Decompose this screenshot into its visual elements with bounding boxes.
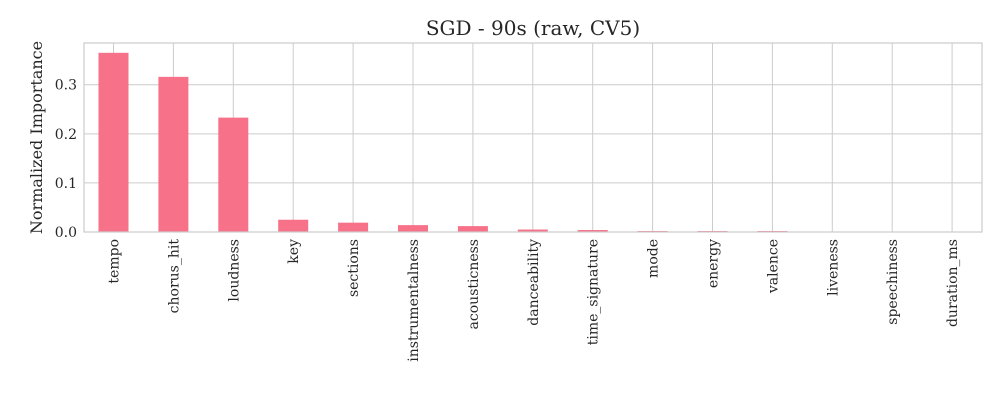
x-tick-label: liveness [825, 239, 841, 296]
y-tick-labels: 0.0 0.1 0.2 0.3 [55, 78, 77, 241]
x-tick-label: acousticness [466, 239, 482, 329]
x-tick-label: instrumentalness [406, 239, 422, 362]
x-tick-label: loudness [226, 239, 242, 302]
x-tick-label: sections [346, 239, 362, 297]
bar-acousticness [457, 226, 488, 232]
x-tick-label: mode [646, 239, 662, 278]
y-tick-label: 0.1 [55, 176, 77, 192]
x-tick-label: key [286, 239, 302, 264]
plot-frame [83, 42, 983, 233]
y-tick-label: 0.0 [55, 225, 77, 241]
x-tick-label: danceability [526, 239, 542, 326]
y-tick-label: 0.2 [55, 127, 77, 143]
bar-chorus-hit [158, 76, 189, 232]
x-tick-label: duration_ms [945, 239, 961, 327]
bar-layer [98, 52, 788, 233]
x-tick-label: time_signature [586, 239, 602, 345]
x-tick-label: energy [706, 239, 722, 288]
y-axis-label: Normalized Importance [27, 41, 46, 234]
x-tick-label: speechiness [885, 239, 901, 325]
bar-instrumentalness [398, 225, 428, 232]
bar-tempo [98, 52, 129, 233]
bar-key [278, 219, 309, 232]
bar-time-signature [577, 230, 608, 232]
bar-sections [338, 222, 369, 232]
x-tick-label: chorus_hit [166, 239, 182, 314]
bar-loudness [218, 117, 249, 232]
bar-danceability [517, 229, 548, 232]
y-tick-label: 0.3 [55, 78, 77, 94]
chart-title: SGD - 90s (raw, CV5) [426, 16, 640, 40]
x-tick-label: valence [765, 239, 781, 294]
x-tick-labels: tempo chorus_hit loudness key sections instru… [107, 239, 962, 362]
x-tick-label: tempo [107, 239, 123, 284]
